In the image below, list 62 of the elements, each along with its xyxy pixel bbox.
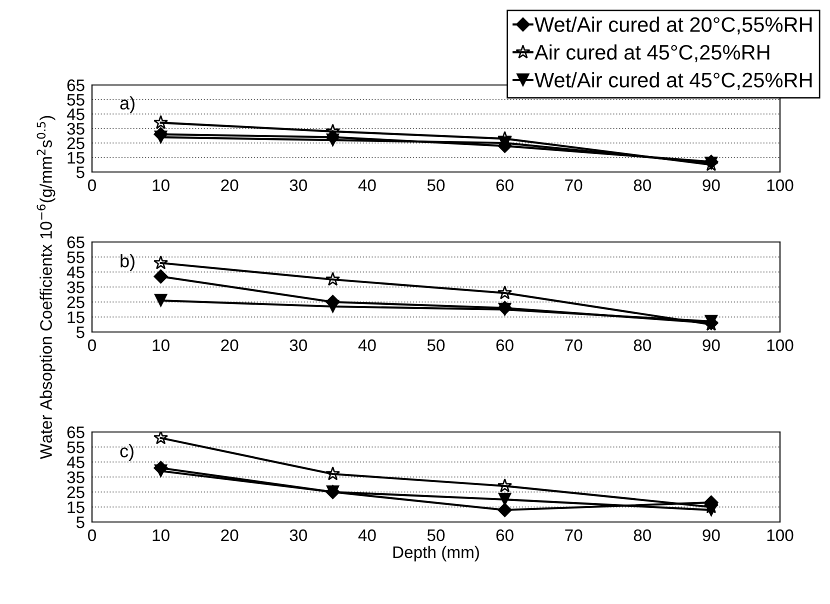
y-tick-label: 35: [67, 122, 84, 135]
y-tick-label: 55: [67, 442, 84, 454]
x-tick-label: 20: [221, 529, 238, 542]
x-tick-label: 0: [88, 339, 96, 352]
y-tick-label: 65: [67, 236, 84, 248]
x-tick-label: 90: [702, 529, 720, 542]
x-tick-label: 20: [221, 179, 238, 192]
y-tick-label: 35: [67, 281, 84, 294]
x-tick-label: 60: [496, 339, 514, 352]
x-tick-label: 70: [565, 179, 582, 192]
y-tick-label: 15: [68, 502, 84, 514]
x-tick-label: 60: [496, 179, 514, 192]
x-axis-title: Depth (mm): [393, 546, 479, 562]
legend-label: Wet/Air cured at 20°C,55%RH: [534, 16, 812, 34]
y-axis-title: Water Absoption Coefficientx 10$^{−6}$(g/mm$^{2}$s$^{0.5}$): [36, 116, 56, 460]
x-tick-label: 30: [290, 529, 308, 542]
x-tick-label: 70: [565, 339, 582, 352]
x-tick-label: 100: [767, 529, 794, 542]
x-tick-label: 60: [496, 529, 514, 542]
x-tick-label: 90: [702, 339, 720, 352]
x-tick-label: 100: [767, 339, 794, 352]
x-tick-label: 20: [221, 339, 238, 352]
annotation: c): [120, 444, 134, 461]
annotation: b): [120, 254, 134, 271]
y-tick-label: 25: [67, 137, 84, 150]
y-tick-label: 35: [67, 471, 84, 484]
y-tick-label: 55: [67, 252, 84, 264]
y-tick-label: 5: [76, 516, 84, 528]
legend-label: Air cured at 45°C,25%RH: [534, 44, 770, 62]
y-tick-label: 5: [76, 326, 84, 338]
y-tick-label: 55: [67, 94, 84, 106]
y-tick-label: 65: [67, 79, 84, 92]
x-tick-label: 50: [427, 179, 445, 192]
x-tick-label: 80: [634, 339, 652, 352]
x-tick-label: 70: [565, 529, 582, 542]
x-tick-label: 10: [152, 529, 170, 542]
x-tick-label: 10: [152, 339, 170, 352]
y-tick-label: 45: [66, 266, 84, 278]
x-tick-label: 40: [358, 529, 376, 542]
y-tick-label: 25: [67, 296, 84, 308]
y-tick-label: 45: [66, 456, 84, 468]
x-tick-label: 0: [88, 529, 96, 542]
x-tick-label: 50: [427, 529, 445, 542]
x-tick-label: 40: [358, 339, 376, 352]
annotation: a): [120, 96, 134, 114]
x-tick-label: 40: [358, 179, 376, 192]
y-tick-label: 65: [67, 426, 84, 438]
x-tick-label: 80: [634, 179, 652, 192]
x-tick-label: 30: [290, 179, 308, 192]
x-tick-label: 30: [290, 339, 308, 352]
x-tick-label: 10: [152, 179, 170, 192]
y-tick-label: 15: [68, 152, 84, 164]
legend-label: Wet/Air cured at 45°C,25%RH: [534, 72, 812, 90]
y-tick-label: 45: [66, 108, 84, 120]
y-tick-label: 15: [68, 312, 84, 324]
x-tick-label: 0: [88, 179, 96, 192]
x-tick-label: 80: [634, 529, 652, 542]
y-tick-label: 5: [76, 166, 84, 178]
x-tick-label: 90: [702, 179, 720, 192]
x-tick-label: 50: [427, 339, 445, 352]
y-tick-label: 25: [67, 486, 84, 498]
x-tick-label: 100: [767, 179, 794, 192]
